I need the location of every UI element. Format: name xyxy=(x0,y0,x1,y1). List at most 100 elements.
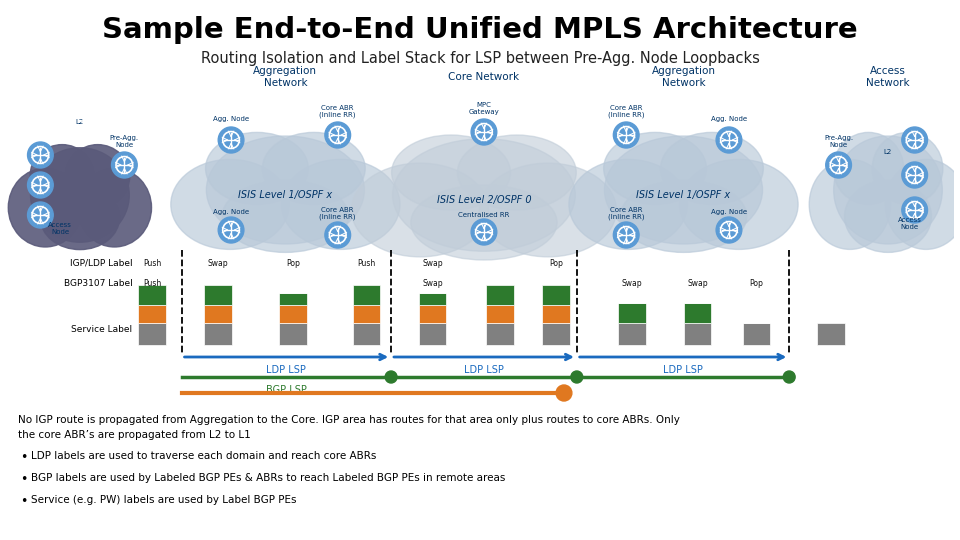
Bar xyxy=(743,323,771,345)
Ellipse shape xyxy=(9,168,83,247)
Circle shape xyxy=(471,119,496,145)
Text: Core ABR
(Inline RR): Core ABR (Inline RR) xyxy=(320,105,356,118)
Text: MPC
Gateway: MPC Gateway xyxy=(468,102,499,115)
Bar xyxy=(486,285,514,305)
Bar xyxy=(419,323,446,345)
Text: LDP LSP: LDP LSP xyxy=(464,365,504,375)
Text: IGP/LDP Label: IGP/LDP Label xyxy=(70,259,132,267)
Circle shape xyxy=(324,122,350,148)
Circle shape xyxy=(613,122,639,148)
Bar xyxy=(352,285,380,305)
Circle shape xyxy=(28,142,53,168)
Text: Core ABR
(Inline RR): Core ABR (Inline RR) xyxy=(608,105,644,118)
Bar xyxy=(352,323,380,345)
Circle shape xyxy=(901,127,927,153)
Text: Push: Push xyxy=(357,259,375,267)
Text: •: • xyxy=(19,473,27,486)
Bar xyxy=(684,303,711,323)
Bar xyxy=(204,285,232,305)
Text: L2: L2 xyxy=(73,120,87,130)
Text: Access
Network: Access Network xyxy=(866,66,910,88)
Text: No IGP route is propagated from Aggregation to the Core. IGP area has routes for: No IGP route is propagated from Aggregat… xyxy=(17,415,680,425)
Text: Agg. Node: Agg. Node xyxy=(711,116,747,122)
Text: Push: Push xyxy=(143,279,161,287)
Text: BGP3107 Label: BGP3107 Label xyxy=(63,279,132,287)
Ellipse shape xyxy=(40,187,119,249)
Text: ISIS Level 2/OSPF 0: ISIS Level 2/OSPF 0 xyxy=(437,195,531,205)
Bar xyxy=(419,281,446,293)
Ellipse shape xyxy=(569,159,687,249)
Ellipse shape xyxy=(604,132,707,205)
Text: Access
Network: Access Network xyxy=(55,66,105,88)
Text: ISIS Level 1/OSPF x: ISIS Level 1/OSPF x xyxy=(636,190,731,200)
Bar xyxy=(138,305,166,323)
Text: Access
Node: Access Node xyxy=(898,217,922,230)
Ellipse shape xyxy=(479,163,616,257)
Text: Aggregation
Network: Aggregation Network xyxy=(652,66,715,88)
Bar xyxy=(279,305,307,323)
Bar xyxy=(352,305,380,323)
Circle shape xyxy=(613,222,639,248)
Ellipse shape xyxy=(833,136,943,244)
Bar xyxy=(542,305,570,323)
Circle shape xyxy=(783,371,795,383)
Circle shape xyxy=(324,222,350,248)
Bar xyxy=(419,293,446,305)
Circle shape xyxy=(716,217,742,243)
Circle shape xyxy=(218,217,244,243)
Text: Swap: Swap xyxy=(422,259,443,267)
Ellipse shape xyxy=(262,132,365,205)
Text: Pop: Pop xyxy=(286,259,300,267)
Ellipse shape xyxy=(660,132,763,205)
Bar xyxy=(684,291,711,303)
Bar xyxy=(542,323,570,345)
Ellipse shape xyxy=(458,135,576,210)
Text: Pre-Agg.
Node: Pre-Agg. Node xyxy=(109,135,139,148)
Ellipse shape xyxy=(281,159,400,249)
Ellipse shape xyxy=(885,159,960,249)
Bar xyxy=(204,305,232,323)
Text: Swap: Swap xyxy=(622,279,642,287)
Bar xyxy=(542,285,570,305)
Circle shape xyxy=(218,127,244,153)
Ellipse shape xyxy=(809,159,891,249)
Circle shape xyxy=(901,162,927,188)
Text: Agg. Node: Agg. Node xyxy=(213,116,249,122)
Text: Sample End-to-End Unified MPLS Architecture: Sample End-to-End Unified MPLS Architect… xyxy=(102,16,858,44)
Circle shape xyxy=(901,197,927,223)
Text: L2: L2 xyxy=(884,149,892,155)
Ellipse shape xyxy=(393,139,575,251)
Circle shape xyxy=(826,152,852,178)
Ellipse shape xyxy=(845,180,931,252)
Text: Access
Node: Access Node xyxy=(48,222,72,235)
Text: Pop: Pop xyxy=(549,259,563,267)
Ellipse shape xyxy=(222,180,348,252)
Bar xyxy=(138,323,166,345)
Bar xyxy=(279,281,307,293)
Text: Routing Isolation and Label Stack for LSP between Pre-Agg. Node Loopbacks: Routing Isolation and Label Stack for LS… xyxy=(201,51,759,65)
Text: ISIS Level 1/OSPF x: ISIS Level 1/OSPF x xyxy=(238,190,332,200)
Text: Core ABR
(Inline RR): Core ABR (Inline RR) xyxy=(608,206,644,220)
Text: •: • xyxy=(19,495,27,508)
Bar xyxy=(618,323,646,345)
Text: BGP LSP: BGP LSP xyxy=(266,385,307,395)
Ellipse shape xyxy=(392,135,511,210)
Circle shape xyxy=(28,172,53,198)
Text: Pop: Pop xyxy=(750,279,763,287)
Bar xyxy=(279,323,307,345)
Text: •: • xyxy=(19,451,27,464)
Text: the core ABR’s are propagated from L2 to L1: the core ABR’s are propagated from L2 to… xyxy=(17,430,251,440)
Ellipse shape xyxy=(411,185,557,260)
Ellipse shape xyxy=(833,132,903,205)
Circle shape xyxy=(716,127,742,153)
Text: LDP labels are used to traverse each domain and reach core ABRs: LDP labels are used to traverse each dom… xyxy=(31,451,376,461)
Text: Agg. Node: Agg. Node xyxy=(213,209,249,215)
Ellipse shape xyxy=(620,180,747,252)
Ellipse shape xyxy=(171,159,289,249)
Bar xyxy=(743,291,771,323)
Text: L2: L2 xyxy=(76,119,84,125)
Text: BGP labels are used by Labeled BGP PEs & ABRs to reach Labeled BGP PEs in remote: BGP labels are used by Labeled BGP PEs &… xyxy=(31,473,505,483)
Circle shape xyxy=(471,219,496,245)
Bar xyxy=(618,303,646,323)
Bar xyxy=(684,323,711,345)
